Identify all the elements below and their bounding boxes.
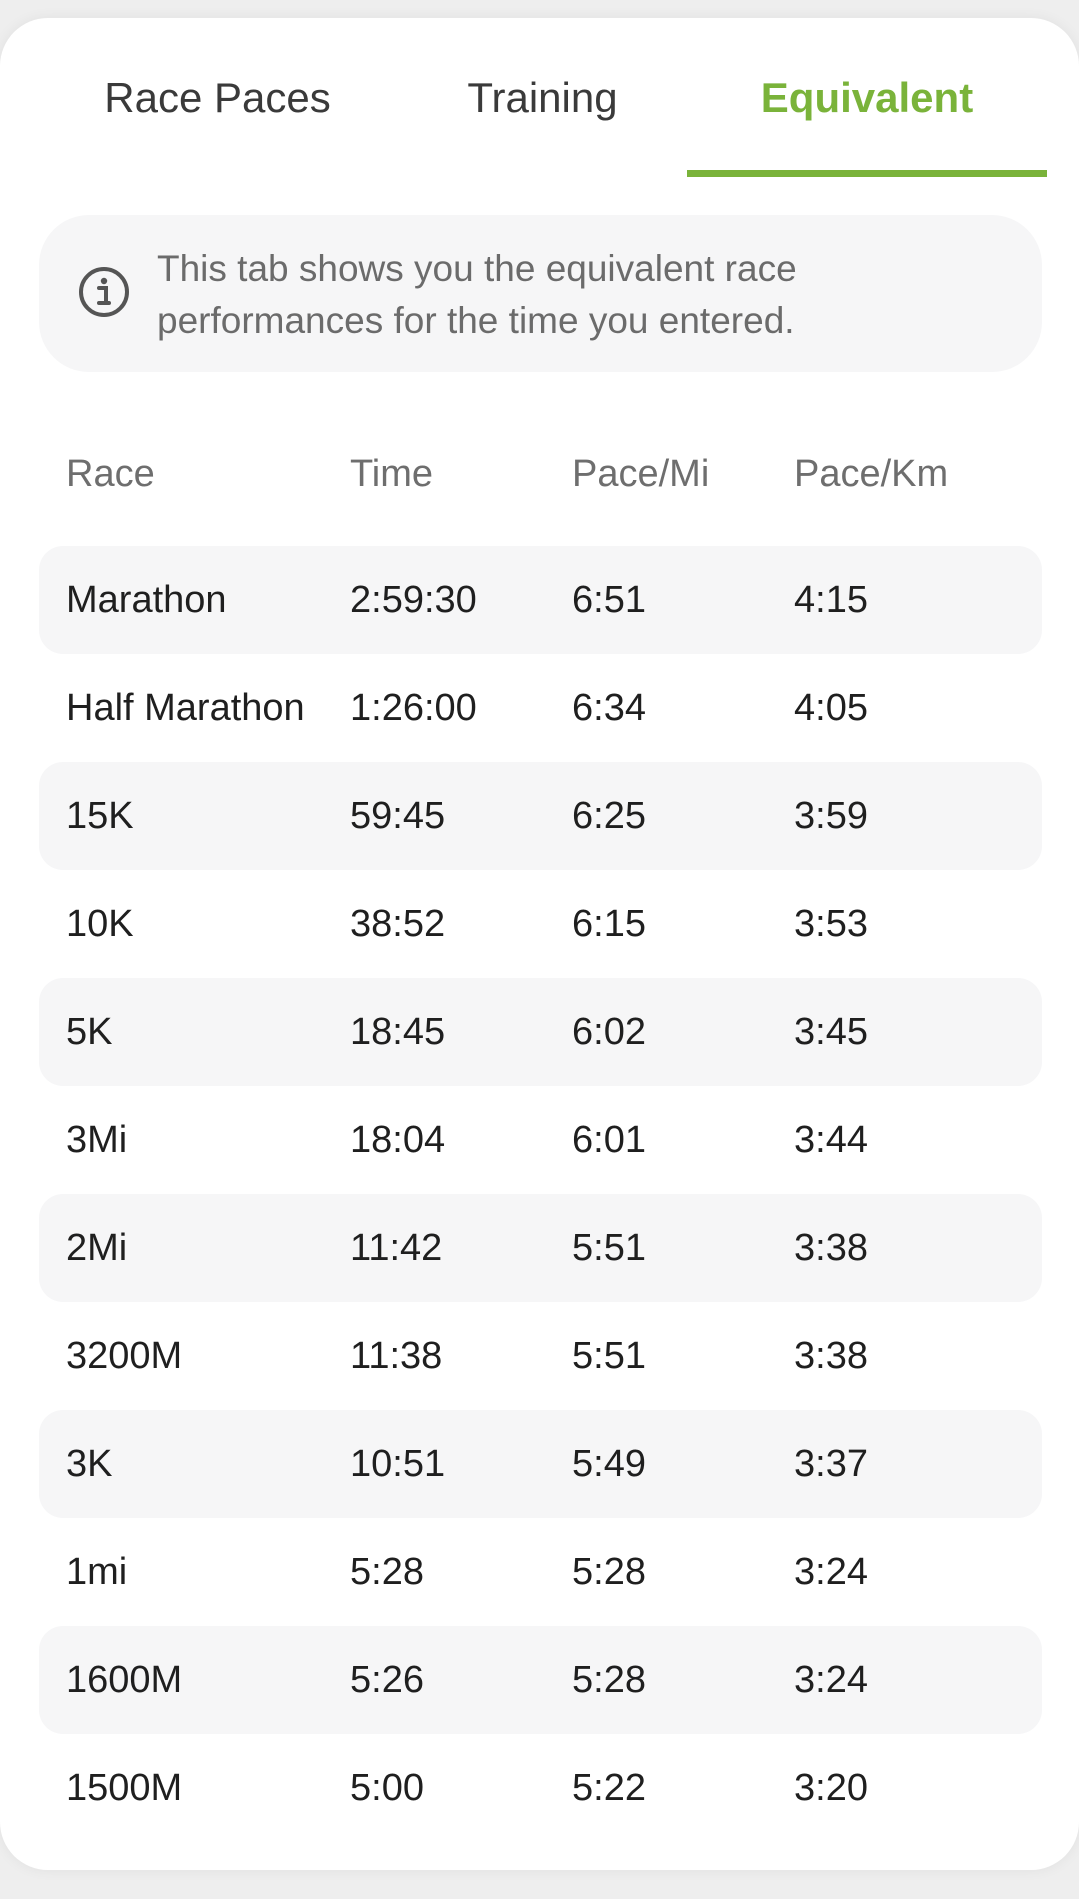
header-race: Race — [66, 453, 155, 495]
cell-race: 15K — [66, 795, 134, 837]
cell-pace-km: 3:24 — [794, 1551, 868, 1593]
info-icon — [79, 267, 129, 317]
cell-time: 38:52 — [350, 903, 446, 945]
cell-pace-km: 3:24 — [794, 1659, 868, 1701]
cell-time: 2:59:30 — [350, 579, 477, 621]
table-header: Race Time Pace/Mi Pace/Km — [39, 438, 1042, 510]
cell-pace-mi: 6:25 — [572, 795, 646, 837]
cell-pace-km: 3:20 — [794, 1767, 868, 1809]
cell-pace-km: 3:38 — [794, 1227, 868, 1269]
cell-pace-km: 3:44 — [794, 1119, 868, 1161]
table-row: 10K 38:52 6:15 3:53 — [39, 870, 1042, 978]
cell-pace-km: 3:45 — [794, 1011, 868, 1053]
cell-pace-km: 3:59 — [794, 795, 868, 837]
cell-pace-mi: 5:51 — [572, 1227, 646, 1269]
cell-time: 5:28 — [350, 1551, 424, 1593]
tab-race-paces[interactable]: Race Paces — [104, 74, 331, 121]
header-pace-mi: Pace/Mi — [572, 453, 710, 495]
cell-pace-km: 3:37 — [794, 1443, 868, 1485]
cell-race: Marathon — [66, 579, 227, 621]
cell-pace-mi: 6:01 — [572, 1119, 646, 1161]
table-row: 1mi 5:28 5:28 3:24 — [39, 1518, 1042, 1626]
cell-pace-mi: 5:22 — [572, 1767, 646, 1809]
cell-race: 1600M — [66, 1659, 183, 1701]
info-banner: This tab shows you the equivalent race p… — [39, 215, 1042, 372]
cell-time: 11:42 — [350, 1227, 443, 1269]
table-row: 3200M 11:38 5:51 3:38 — [39, 1302, 1042, 1410]
cell-time: 10:51 — [350, 1443, 446, 1485]
cell-time: 18:45 — [350, 1011, 446, 1053]
equivalent-card: Race Paces Training Equivalent This tab … — [0, 18, 1079, 1870]
equivalent-table: Race Time Pace/Mi Pace/Km Marathon 2:59:3… — [39, 438, 1042, 1809]
table-row: 1600M 5:26 5:28 3:24 — [39, 1626, 1042, 1734]
cell-race: 3Mi — [66, 1119, 128, 1161]
info-text-line-1: This tab shows you the equivalent race — [157, 248, 797, 289]
cell-time: 59:45 — [350, 795, 446, 837]
info-text: This tab shows you the equivalent race p… — [157, 243, 1017, 347]
cell-race: 1500M — [66, 1767, 183, 1809]
header-time: Time — [350, 453, 434, 495]
table-row: Half Marathon 1:26:00 6:34 4:05 — [39, 654, 1042, 762]
table-row: 1500M 5:00 5:22 3:20 — [39, 1734, 1042, 1842]
table-row: 3Mi 18:04 6:01 3:44 — [39, 1086, 1042, 1194]
cell-time: 5:26 — [350, 1659, 424, 1701]
cell-pace-mi: 5:28 — [572, 1551, 646, 1593]
table-row: Marathon 2:59:30 6:51 4:15 — [39, 546, 1042, 654]
cell-pace-km: 4:15 — [794, 579, 868, 621]
tab-bar: Race Paces Training Equivalent — [0, 18, 1079, 178]
table-row: 15K 59:45 6:25 3:59 — [39, 762, 1042, 870]
cell-pace-mi: 5:51 — [572, 1335, 646, 1377]
table-row: 5K 18:45 6:02 3:45 — [39, 978, 1042, 1086]
cell-race: 5K — [66, 1011, 113, 1053]
cell-pace-km: 4:05 — [794, 687, 868, 729]
tab-equivalent[interactable]: Equivalent — [760, 74, 974, 121]
cell-pace-mi: 5:28 — [572, 1659, 646, 1701]
cell-race: 1mi — [66, 1551, 128, 1593]
cell-pace-mi: 6:02 — [572, 1011, 646, 1053]
table-row: 2Mi 11:42 5:51 3:38 — [39, 1194, 1042, 1302]
header-pace-km: Pace/Km — [794, 453, 949, 495]
cell-pace-km: 3:53 — [794, 903, 868, 945]
cell-time: 18:04 — [350, 1119, 446, 1161]
cell-race: 10K — [66, 903, 134, 945]
active-tab-indicator — [687, 170, 1047, 177]
cell-pace-mi: 6:51 — [572, 579, 646, 621]
cell-race: 3K — [66, 1443, 113, 1485]
cell-pace-mi: 6:34 — [572, 687, 646, 729]
cell-time: 5:00 — [350, 1767, 424, 1809]
cell-pace-mi: 6:15 — [572, 903, 646, 945]
cell-time: 11:38 — [350, 1335, 443, 1377]
cell-race: 2Mi — [66, 1227, 128, 1269]
cell-pace-km: 3:38 — [794, 1335, 868, 1377]
tab-training[interactable]: Training — [467, 74, 618, 121]
cell-race: 3200M — [66, 1335, 183, 1377]
table-row: 3K 10:51 5:49 3:37 — [39, 1410, 1042, 1518]
cell-time: 1:26:00 — [350, 687, 477, 729]
cell-race: Half Marathon — [66, 687, 305, 729]
cell-pace-mi: 5:49 — [572, 1443, 646, 1485]
info-text-line-2: performances for the time you entered. — [157, 300, 795, 341]
